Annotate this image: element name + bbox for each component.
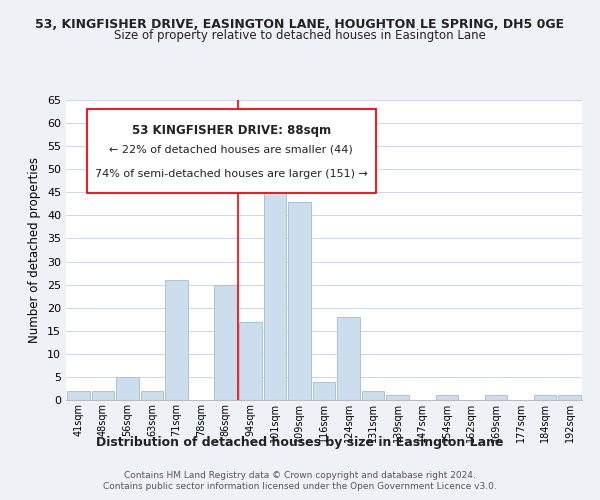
Bar [534,396,556,400]
Text: Contains HM Land Registry data © Crown copyright and database right 2024.: Contains HM Land Registry data © Crown c… [124,471,476,480]
Bar [140,391,163,400]
Bar [362,391,385,400]
FancyBboxPatch shape [86,109,376,193]
Bar [313,382,335,400]
Text: ← 22% of detached houses are smaller (44): ← 22% of detached houses are smaller (44… [109,145,353,155]
Bar [263,156,286,400]
Bar [288,202,311,400]
Bar [559,396,581,400]
Text: 74% of semi-detached houses are larger (151) →: 74% of semi-detached houses are larger (… [95,169,368,179]
Bar [165,280,188,400]
Text: 53 KINGFISHER DRIVE: 88sqm: 53 KINGFISHER DRIVE: 88sqm [131,124,331,137]
Bar [337,317,360,400]
Bar [436,396,458,400]
Bar [214,284,237,400]
Bar [92,391,114,400]
Text: Size of property relative to detached houses in Easington Lane: Size of property relative to detached ho… [114,29,486,42]
Bar [239,322,262,400]
Bar [485,396,508,400]
Bar [386,396,409,400]
Y-axis label: Number of detached properties: Number of detached properties [28,157,41,343]
Text: Distribution of detached houses by size in Easington Lane: Distribution of detached houses by size … [96,436,504,449]
Bar [67,391,89,400]
Text: 53, KINGFISHER DRIVE, EASINGTON LANE, HOUGHTON LE SPRING, DH5 0GE: 53, KINGFISHER DRIVE, EASINGTON LANE, HO… [35,18,565,30]
Bar [116,377,139,400]
Text: Contains public sector information licensed under the Open Government Licence v3: Contains public sector information licen… [103,482,497,491]
